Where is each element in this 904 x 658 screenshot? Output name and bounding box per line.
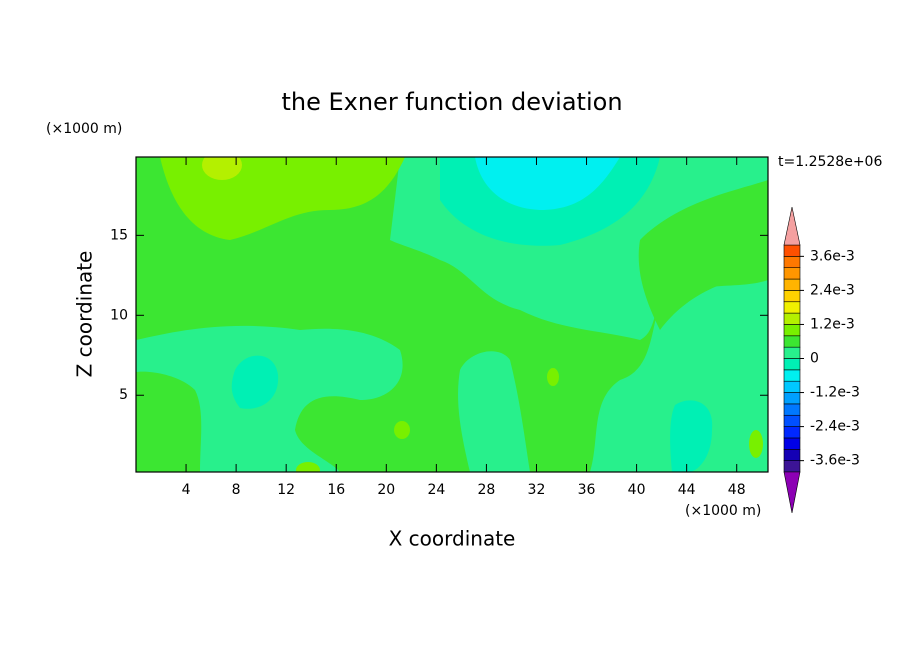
- colorbar-label: 3.6e-3: [810, 248, 855, 264]
- x-tick-label: 8: [232, 482, 241, 498]
- colorbar-band: [783, 290, 801, 303]
- colorbar-band: [783, 301, 801, 314]
- colorbar-band: [783, 403, 801, 416]
- chart-title: the Exner function deviation: [281, 88, 622, 116]
- x-tick-label: 44: [678, 482, 696, 498]
- y-axis-label: Z coordinate: [73, 251, 97, 378]
- y-tick-label: 10: [110, 307, 128, 323]
- colorbar-band: [783, 460, 801, 473]
- x-tick-label: 28: [478, 482, 496, 498]
- colorbar-band: [783, 278, 801, 291]
- x-tick-label: 48: [728, 482, 746, 498]
- x-tick-label: 24: [427, 482, 445, 498]
- x-axis-label: X coordinate: [389, 527, 516, 551]
- colorbar-label: -1.2e-3: [810, 385, 860, 401]
- contour-region: [231, 355, 279, 409]
- colorbar-band: [783, 414, 801, 427]
- colorbar-band: [783, 346, 801, 359]
- x-tick-label: 12: [277, 482, 295, 498]
- colorbar-band: [783, 437, 801, 450]
- y-unit: (×1000 m): [46, 121, 122, 137]
- x-tick-label: 16: [327, 482, 345, 498]
- colorbar-band: [783, 267, 801, 280]
- colorbar-band: [783, 369, 801, 382]
- x-tick-label: 36: [578, 482, 596, 498]
- colorbar-label: -2.4e-3: [810, 419, 860, 435]
- colorbar-band: [783, 448, 801, 461]
- time-label: t=1.2528e+06: [778, 154, 882, 170]
- x-tick-label: 32: [528, 482, 546, 498]
- colorbar-under: [783, 471, 801, 514]
- contour-region: [670, 400, 713, 472]
- colorbar-label: 1.2e-3: [810, 316, 855, 332]
- colorbar-band: [783, 358, 801, 371]
- contour-region: [475, 157, 620, 210]
- colorbar-band: [783, 335, 801, 348]
- contour-field: [136, 157, 768, 472]
- colorbar-band: [783, 324, 801, 337]
- x-tick-label: 20: [377, 482, 395, 498]
- x-tick-label: 4: [182, 482, 191, 498]
- contour-region: [547, 368, 559, 386]
- y-tick-label: 5: [119, 387, 128, 403]
- colorbar-over: [783, 206, 801, 246]
- colorbar-label: 2.4e-3: [810, 282, 855, 298]
- plot-frame: [135, 156, 769, 473]
- colorbar-band: [783, 426, 801, 439]
- colorbar-band: [783, 312, 801, 325]
- colorbar-band: [783, 392, 801, 405]
- colorbar-label: -3.6e-3: [810, 453, 860, 469]
- contour-region: [202, 157, 242, 180]
- colorbar-band: [783, 244, 801, 257]
- contour-region: [296, 462, 320, 472]
- contour-region: [394, 421, 410, 439]
- colorbar-band: [783, 380, 801, 393]
- contour-region: [590, 280, 768, 472]
- contour-region: [458, 351, 530, 472]
- x-tick-label: 40: [628, 482, 646, 498]
- contour-region: [638, 180, 768, 330]
- colorbar-band: [783, 256, 801, 269]
- colorbar-label: 0: [810, 351, 819, 367]
- y-tick-label: 15: [110, 227, 128, 243]
- x-unit: (×1000 m): [685, 503, 761, 519]
- contour-region: [749, 430, 763, 458]
